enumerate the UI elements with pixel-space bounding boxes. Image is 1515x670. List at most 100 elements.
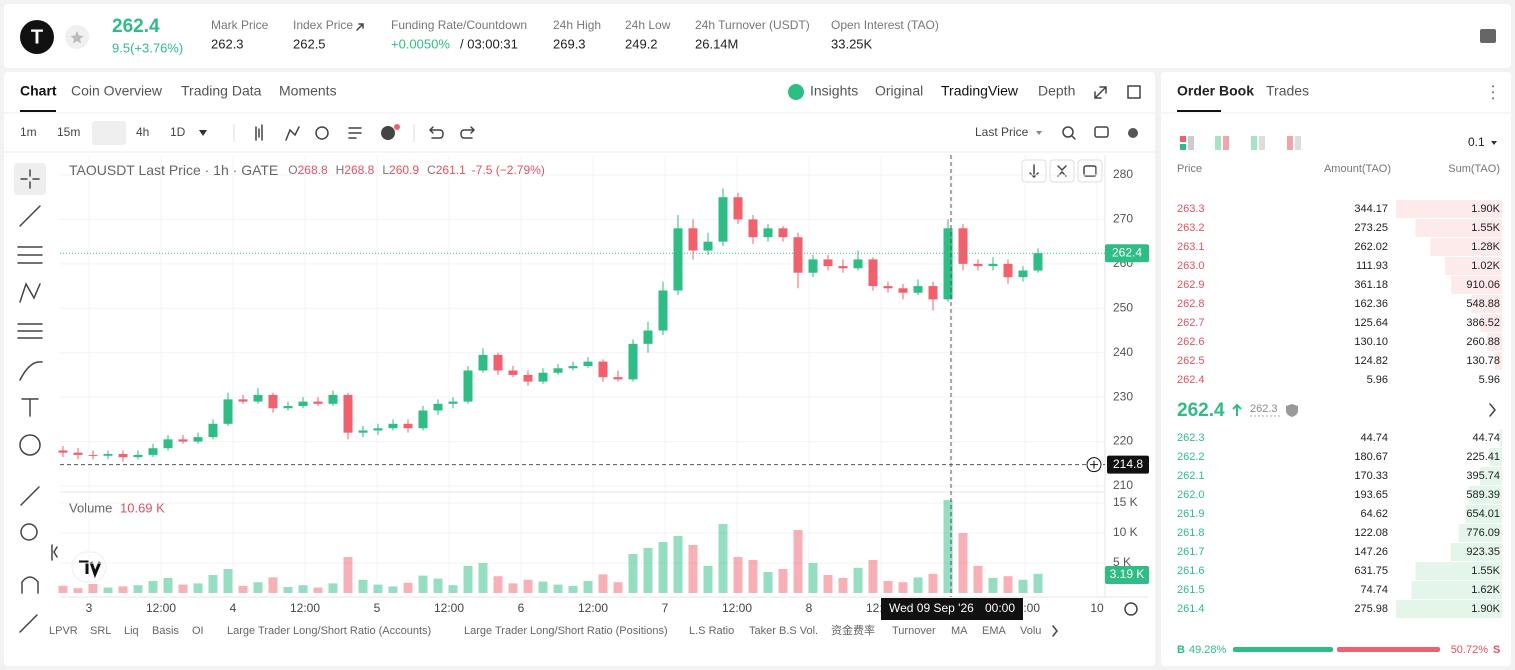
ob-price[interactable]: 261.6: [1177, 565, 1205, 577]
indicator[interactable]: 资金费率: [831, 623, 875, 637]
price-source[interactable]: Last Price: [975, 125, 1029, 139]
volume-bar: [163, 578, 173, 593]
window-icon[interactable]: [1127, 85, 1141, 99]
ob-price[interactable]: 262.1: [1177, 470, 1205, 482]
candle-body: [613, 377, 623, 380]
volume-bar: [388, 586, 398, 593]
view-tab[interactable]: Insights: [810, 83, 858, 99]
view-tab[interactable]: TradingView: [941, 83, 1019, 99]
indicator[interactable]: Taker B.S Vol.: [749, 625, 818, 637]
axis-settings[interactable]: [1124, 602, 1138, 616]
interval[interactable]: 1m: [20, 125, 37, 139]
template-icon[interactable]: [348, 127, 362, 139]
camera-icon[interactable]: [1094, 126, 1109, 138]
ob-tab[interactable]: Trades: [1266, 83, 1309, 99]
interval[interactable]: 1D: [170, 125, 186, 139]
ob-price[interactable]: 261.7: [1177, 546, 1205, 558]
pencil-tool[interactable]: [19, 614, 38, 633]
dropdown-arrow[interactable]: [199, 130, 207, 136]
indicator[interactable]: L.S Ratio: [689, 625, 734, 637]
ob-price[interactable]: 263.0: [1177, 260, 1205, 272]
reset-button[interactable]: [1077, 159, 1103, 183]
tab[interactable]: Chart: [20, 83, 57, 99]
magnet-tool[interactable]: [21, 576, 39, 594]
indicator[interactable]: MA: [951, 625, 968, 637]
crosshair-tool[interactable]: [20, 169, 40, 189]
indicator[interactable]: Turnover: [892, 625, 936, 637]
ruler-tool[interactable]: [20, 486, 40, 506]
projection-tool[interactable]: [17, 323, 43, 339]
replay-icon[interactable]: [315, 126, 329, 140]
ob-sum: 548.88: [1466, 298, 1500, 310]
ob-price[interactable]: 262.3: [1177, 432, 1205, 444]
indicator[interactable]: Large Trader Long/Short Ratio (Accounts): [227, 625, 431, 637]
ob-precision[interactable]: 0.1: [1468, 135, 1485, 149]
indicator[interactable]: LPVR: [49, 625, 78, 637]
ob-mode-icons[interactable]: [1180, 136, 1301, 150]
volume-bar: [418, 575, 428, 593]
collapse-tab[interactable]: [51, 544, 58, 561]
ob-price[interactable]: 263.2: [1177, 222, 1205, 234]
volume-bar: [958, 533, 968, 593]
indicator[interactable]: SRL: [90, 625, 111, 637]
ob-price[interactable]: 262.0: [1177, 489, 1205, 501]
mid-expand[interactable]: [1489, 403, 1496, 417]
indicator[interactable]: Large Trader Long/Short Ratio (Positions…: [464, 625, 668, 637]
ob-price[interactable]: 262.4: [1177, 374, 1205, 386]
view-tab[interactable]: Depth: [1038, 83, 1075, 99]
ob-price[interactable]: 263.3: [1177, 203, 1205, 215]
indicator[interactable]: EMA: [982, 625, 1007, 637]
undo-icon[interactable]: [428, 126, 444, 139]
settings-icon[interactable]: [1128, 128, 1138, 138]
header-panel: [4, 4, 1511, 68]
stat-extra: / 03:00:31: [460, 36, 518, 51]
zoom-tool[interactable]: [20, 523, 38, 541]
expand-icon[interactable]: [1094, 86, 1107, 99]
more-indicators[interactable]: [1052, 625, 1058, 637]
ob-price[interactable]: 261.5: [1177, 584, 1205, 596]
brush-tool[interactable]: [19, 361, 43, 381]
fib-tool[interactable]: [17, 246, 43, 264]
interval[interactable]: 4h: [136, 125, 149, 139]
dropdown-arrow[interactable]: [1036, 131, 1042, 135]
ob-price[interactable]: 262.7: [1177, 317, 1205, 329]
indicator[interactable]: Basis: [152, 625, 179, 637]
ob-price[interactable]: 261.9: [1177, 508, 1205, 520]
ob-price[interactable]: 261.8: [1177, 527, 1205, 539]
ob-tab[interactable]: Order Book: [1177, 83, 1254, 99]
search-icon[interactable]: [1062, 126, 1074, 138]
candle-body: [748, 219, 758, 238]
tab[interactable]: Trading Data: [181, 83, 262, 99]
redo-icon[interactable]: [460, 126, 476, 139]
candle-body: [973, 263, 983, 267]
badge: [394, 124, 400, 130]
ob-price[interactable]: 262.6: [1177, 336, 1205, 348]
x-tick-label: 12:00: [578, 601, 608, 615]
text-tool[interactable]: [21, 398, 39, 417]
indicator[interactable]: Volu: [1020, 625, 1041, 637]
ob-price[interactable]: 261.4: [1177, 603, 1205, 615]
ob-price[interactable]: 262.2: [1177, 451, 1205, 463]
x-tick-label: 12:00: [434, 601, 464, 615]
candle-type-icon[interactable]: [255, 124, 263, 141]
interval[interactable]: 15m: [57, 125, 80, 139]
view-tab[interactable]: Original: [875, 83, 923, 99]
dropdown-arrow[interactable]: [1491, 141, 1497, 145]
ob-price[interactable]: 262.8: [1177, 298, 1205, 310]
tab[interactable]: Coin Overview: [71, 83, 163, 99]
line-tool[interactable]: [19, 205, 41, 227]
ob-price[interactable]: 263.1: [1177, 241, 1205, 253]
menu-icon[interactable]: [1480, 29, 1496, 43]
indicator-icon[interactable]: [285, 126, 300, 141]
emoji-tool[interactable]: [19, 434, 41, 456]
ob-amount: 180.67: [1354, 451, 1388, 463]
pattern-tool[interactable]: [19, 282, 41, 303]
add-icon[interactable]: [381, 126, 395, 140]
last-volume-tag: [1105, 566, 1149, 584]
candle-body: [673, 228, 683, 291]
indicator[interactable]: Liq: [124, 625, 139, 637]
tab[interactable]: Moments: [279, 83, 337, 99]
ob-price[interactable]: 262.9: [1177, 279, 1205, 291]
indicator[interactable]: OI: [192, 625, 204, 637]
ob-price[interactable]: 262.5: [1177, 355, 1205, 367]
